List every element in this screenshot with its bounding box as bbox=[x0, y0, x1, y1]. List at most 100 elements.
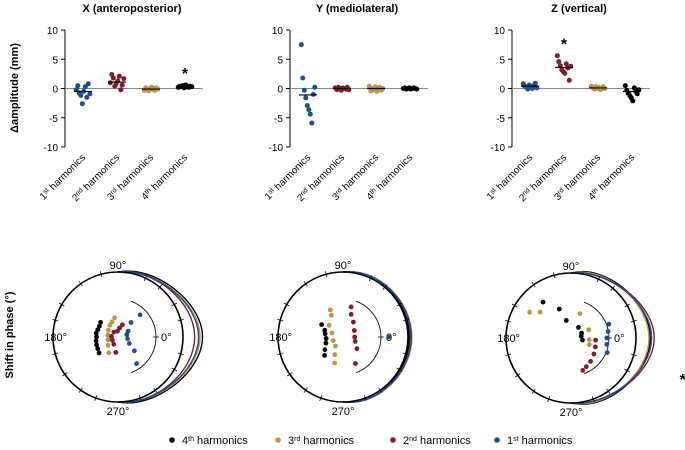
phase-point bbox=[583, 364, 589, 370]
data-point bbox=[121, 76, 127, 82]
circle-tick bbox=[303, 387, 308, 393]
significance-star: * bbox=[561, 37, 568, 54]
phase-point bbox=[329, 312, 334, 318]
data-point bbox=[78, 93, 84, 98]
circle-tick bbox=[382, 284, 388, 290]
phase-point bbox=[352, 334, 358, 340]
phase-point bbox=[586, 342, 592, 348]
phase-point bbox=[353, 361, 358, 366]
circle-tick bbox=[177, 352, 184, 355]
angle-label-270: 270° bbox=[332, 406, 355, 418]
phase-point bbox=[604, 335, 610, 341]
harmonic-loop-h3 bbox=[570, 271, 650, 405]
phase-point bbox=[329, 330, 335, 336]
phase-point bbox=[113, 350, 119, 355]
data-point bbox=[630, 98, 636, 104]
circle-tick bbox=[624, 368, 631, 373]
inner-arc bbox=[130, 300, 157, 374]
phase-point bbox=[106, 350, 112, 356]
data-point bbox=[79, 101, 85, 107]
circle-tick bbox=[58, 302, 65, 307]
phase-point bbox=[323, 340, 329, 346]
angle-label-180: 180° bbox=[269, 332, 292, 344]
phase-panel-3: 90° 180° 0° 270° * bbox=[497, 261, 685, 419]
panel-title: Z (vertical) bbox=[551, 3, 607, 15]
phase-point bbox=[323, 336, 329, 341]
significance-star: * bbox=[182, 66, 189, 83]
circle-tick bbox=[378, 387, 383, 393]
circle-tick bbox=[630, 353, 637, 356]
phase-point bbox=[527, 309, 533, 315]
harmonic-loop-h1 bbox=[570, 272, 653, 404]
data-point bbox=[634, 91, 640, 97]
phase-point bbox=[107, 322, 113, 328]
inner-arc bbox=[355, 300, 382, 374]
phase-point bbox=[134, 361, 140, 366]
data-point bbox=[107, 80, 113, 86]
unit-circle bbox=[277, 271, 409, 403]
angle-label-90: 90° bbox=[110, 260, 127, 272]
phase-point bbox=[115, 328, 120, 334]
y-tick-label: 10 bbox=[272, 26, 284, 37]
angle-label-180: 180° bbox=[44, 332, 67, 344]
data-point bbox=[84, 94, 90, 100]
circle-tick bbox=[171, 367, 178, 372]
circle-tick bbox=[277, 319, 284, 322]
circle-tick bbox=[624, 303, 631, 308]
phase-point bbox=[593, 344, 598, 350]
panel-title: Y (mediolateral) bbox=[316, 3, 399, 15]
phase-point bbox=[606, 321, 612, 327]
data-point bbox=[301, 87, 307, 93]
phase-point bbox=[604, 350, 610, 355]
circle-tick bbox=[363, 395, 367, 402]
phase-point bbox=[540, 299, 546, 305]
circle-tick bbox=[511, 303, 518, 308]
phase-point bbox=[109, 334, 114, 339]
circle-tick bbox=[553, 272, 556, 279]
phase-point bbox=[322, 353, 327, 358]
circle-tick bbox=[402, 319, 409, 322]
phase-point bbox=[94, 334, 99, 340]
phase-point bbox=[604, 341, 610, 347]
data-point bbox=[566, 77, 572, 83]
harmonic-loop-h4 bbox=[117, 270, 204, 404]
phase-point bbox=[332, 352, 338, 358]
circle-tick bbox=[100, 271, 103, 278]
ylabel-phase: Shift in phase (°) bbox=[4, 291, 16, 378]
data-point bbox=[298, 42, 304, 48]
phase-point bbox=[319, 322, 324, 327]
phase-point bbox=[95, 346, 101, 352]
circle-tick bbox=[153, 387, 158, 393]
circle-tick bbox=[143, 275, 148, 281]
phase-point bbox=[332, 360, 337, 366]
phase-point bbox=[578, 333, 584, 339]
circle-tick bbox=[531, 388, 536, 394]
circle-tick bbox=[303, 281, 308, 287]
phase-point bbox=[105, 332, 111, 338]
phase-point bbox=[586, 337, 592, 342]
circle-tick bbox=[78, 387, 83, 393]
harmonic-loop-h1 bbox=[117, 271, 200, 403]
angle-label-90: 90° bbox=[563, 261, 580, 273]
unit-circle bbox=[52, 271, 184, 403]
legend-label: 2nd harmonics bbox=[403, 435, 471, 447]
harmonic-loop-h4 bbox=[570, 270, 652, 406]
phase-point bbox=[105, 337, 111, 343]
phase-point bbox=[351, 328, 357, 333]
circle-tick bbox=[610, 285, 616, 291]
phase-point bbox=[322, 331, 328, 337]
circle-tick bbox=[94, 395, 98, 402]
phase-point bbox=[105, 343, 111, 348]
y-tick-label: -10 bbox=[44, 143, 59, 154]
circle-tick bbox=[138, 395, 142, 402]
phase-point bbox=[580, 337, 585, 343]
phase-point bbox=[322, 327, 328, 333]
phase-point bbox=[111, 329, 117, 335]
circle-tick bbox=[547, 396, 551, 403]
circle-tick bbox=[62, 372, 68, 377]
legend-label: 3rd harmonics bbox=[288, 435, 355, 447]
legend-label: 4th harmonics bbox=[182, 435, 248, 447]
data-point bbox=[110, 75, 116, 81]
